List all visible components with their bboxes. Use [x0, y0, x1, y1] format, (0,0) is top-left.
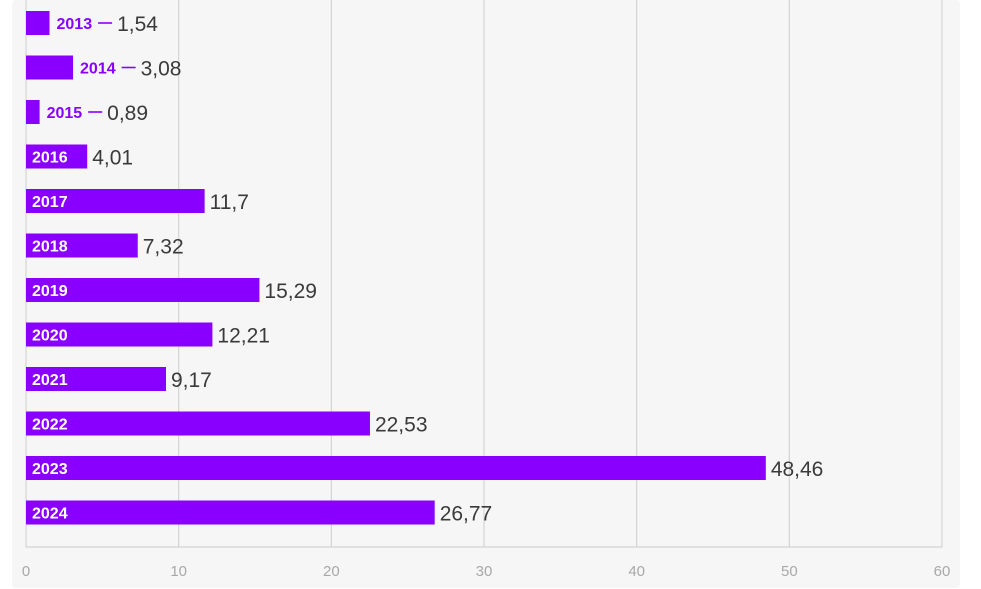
x-tick-label: 50	[781, 563, 798, 580]
bar-2021	[26, 367, 166, 391]
bar-2022	[26, 411, 370, 436]
bar-value-label: 0,89	[107, 102, 148, 125]
bar-2017	[26, 189, 205, 213]
bar-category-label: 2019	[32, 283, 68, 300]
bar-2024	[26, 500, 435, 525]
x-tick-label: 0	[22, 563, 30, 580]
x-tick-label: 20	[323, 563, 340, 580]
bar-category-label: 2016	[32, 150, 68, 167]
bar-category-label: 2021	[32, 372, 68, 389]
bar-category-label: 2018	[32, 239, 68, 256]
bar-value-label: 12,21	[217, 325, 270, 348]
bar-2013	[26, 11, 50, 35]
bar-2020	[26, 322, 213, 347]
bar-category-label: 2013	[57, 16, 93, 33]
x-tick-label: 60	[934, 563, 951, 580]
bar-2015	[26, 100, 40, 124]
bar-value-label: 9,17	[171, 369, 212, 392]
bar-category-label: 2024	[32, 506, 68, 523]
bar-value-label: 48,46	[771, 458, 824, 481]
bar-2023	[26, 456, 766, 480]
bar-category-label: 2017	[32, 194, 68, 211]
bar-value-label: 1,54	[117, 13, 158, 36]
bar-value-label: 7,32	[143, 236, 184, 259]
bar-value-label: 4,01	[92, 147, 133, 170]
bar-value-label: 26,77	[440, 503, 493, 526]
x-tick-label: 40	[628, 563, 645, 580]
bar-value-label: 11,7	[210, 191, 249, 214]
bar-2016	[26, 144, 88, 169]
bar-value-label: 3,08	[141, 58, 182, 81]
bar-category-label: 2014	[80, 61, 116, 78]
x-tick-label: 10	[170, 563, 187, 580]
bar-category-label: 2022	[32, 417, 68, 434]
bar-2019	[26, 278, 260, 302]
x-tick-label: 30	[476, 563, 493, 580]
bar-category-label: 2023	[32, 461, 68, 478]
bar-2014	[26, 55, 74, 80]
bar-category-label: 2015	[47, 105, 83, 122]
bar-value-label: 22,53	[375, 414, 428, 437]
bar-2018	[26, 233, 138, 258]
bar-value-label: 15,29	[264, 280, 317, 303]
bar-category-label: 2020	[32, 328, 68, 345]
